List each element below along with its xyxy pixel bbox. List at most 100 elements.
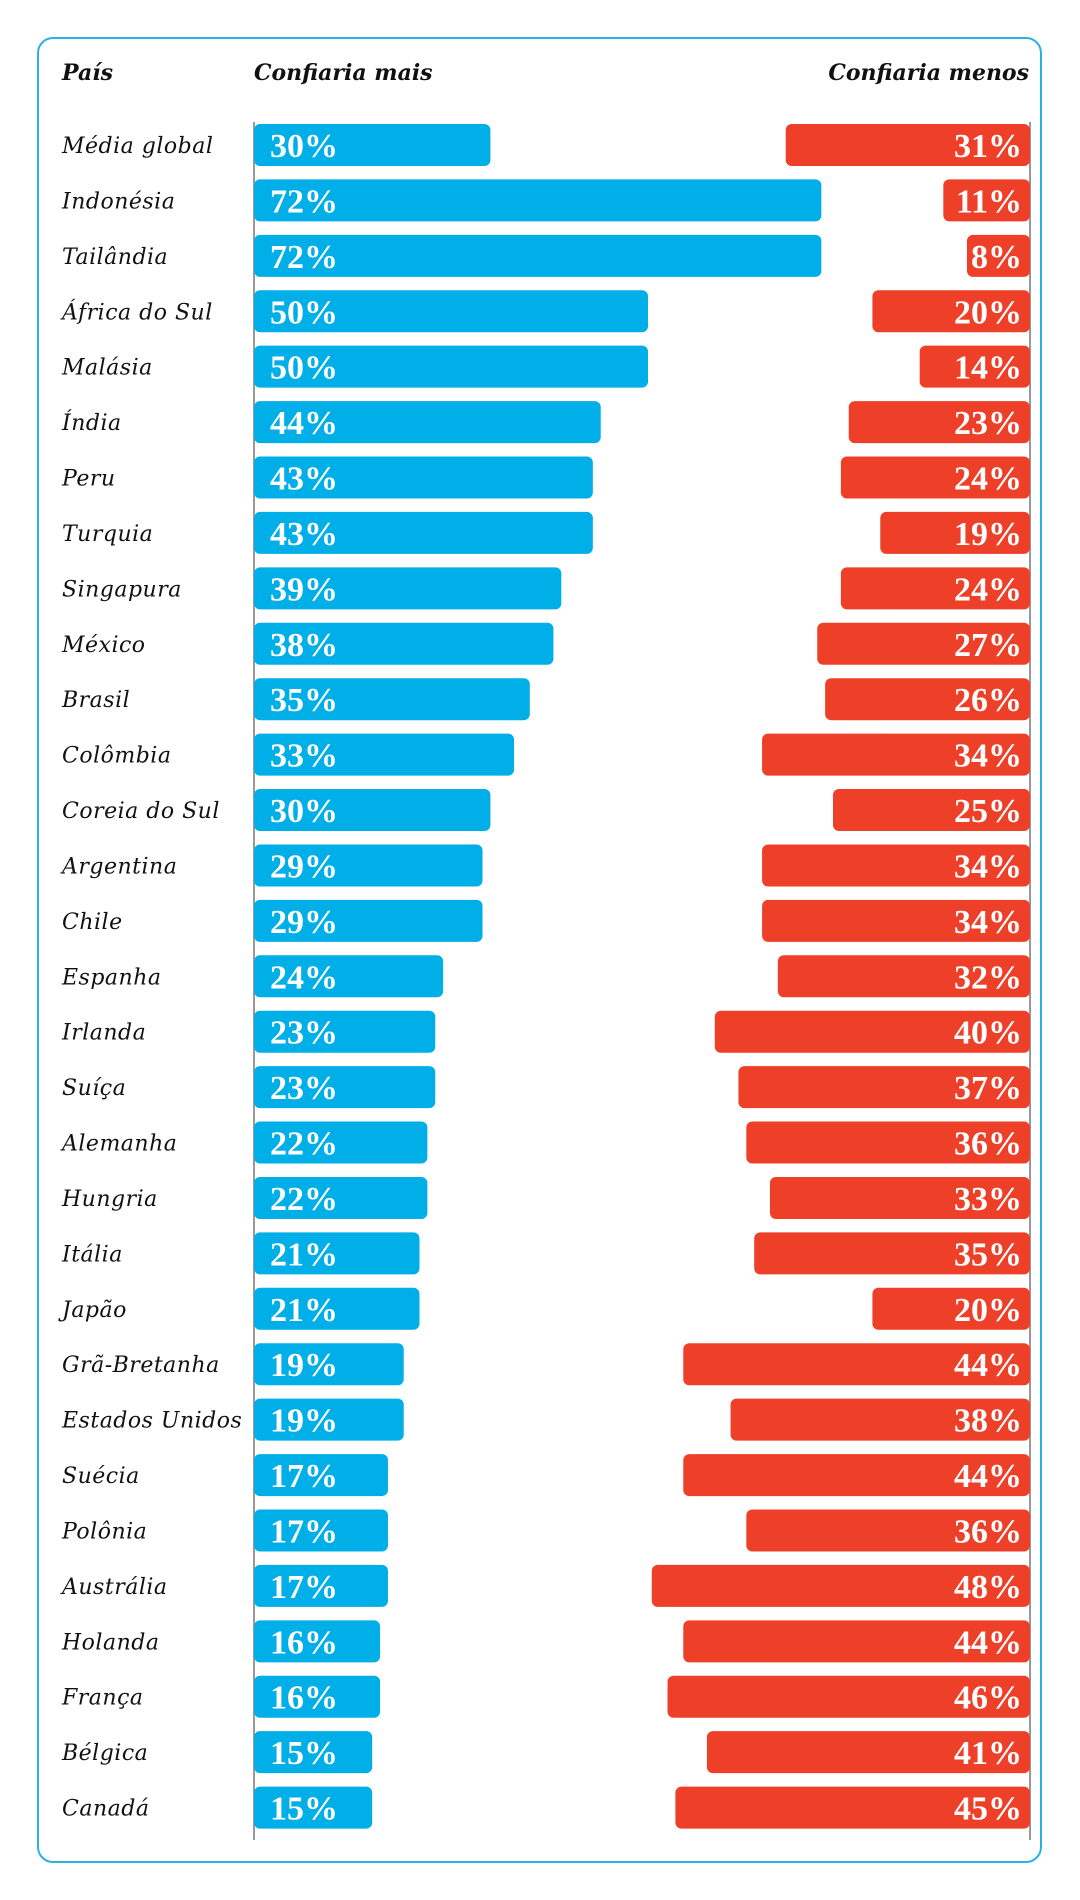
- value-label-trust-more: 15%: [270, 1791, 338, 1828]
- bar-trust-less: [714, 1010, 1030, 1053]
- bar-trust-more: [254, 789, 491, 832]
- value-label-trust-less: 26%: [954, 682, 1022, 719]
- country-label: Estados Unidos: [61, 1409, 242, 1434]
- value-label-trust-less: 23%: [954, 405, 1022, 442]
- country-label: Tailândia: [62, 245, 168, 270]
- value-label-trust-more: 29%: [270, 848, 338, 885]
- value-label-trust-less: 24%: [954, 461, 1022, 498]
- header-country: País: [61, 60, 113, 86]
- country-label: Média global: [61, 134, 213, 159]
- value-label-trust-less: 36%: [954, 1126, 1022, 1163]
- value-label-trust-less: 44%: [954, 1458, 1022, 1495]
- country-label: Canadá: [62, 1797, 149, 1822]
- value-label-trust-more: 29%: [270, 904, 338, 941]
- bar-trust-more: [254, 1509, 388, 1552]
- value-label-trust-less: 32%: [954, 959, 1022, 996]
- bar-trust-less: [683, 1343, 1030, 1386]
- country-label: Malásia: [61, 356, 153, 381]
- value-label-trust-more: 30%: [270, 793, 338, 830]
- bar-trust-less: [730, 1398, 1030, 1441]
- bar-trust-less: [675, 1786, 1030, 1829]
- bar-trust-more: [254, 1343, 404, 1386]
- country-label: Itália: [61, 1242, 123, 1267]
- bar-trust-less: [872, 290, 1030, 333]
- value-label-trust-more: 39%: [270, 571, 338, 608]
- bar-trust-less: [667, 1675, 1030, 1718]
- bar-trust-more: [254, 955, 444, 998]
- value-label-trust-more: 17%: [270, 1513, 338, 1550]
- country-label: Suécia: [62, 1464, 140, 1489]
- bar-trust-less: [833, 789, 1030, 832]
- value-label-trust-more: 22%: [270, 1126, 338, 1163]
- bar-trust-less: [872, 1287, 1030, 1330]
- country-label: Holanda: [61, 1630, 159, 1655]
- bar-trust-more: [254, 1731, 373, 1774]
- bar-trust-less: [848, 401, 1030, 444]
- country-label: África do Sul: [60, 298, 213, 325]
- value-label-trust-more: 16%: [270, 1624, 338, 1661]
- country-label: Alemanha: [60, 1132, 177, 1157]
- value-label-trust-more: 16%: [270, 1680, 338, 1717]
- bar-trust-more: [254, 1454, 388, 1497]
- bar-trust-more: [254, 678, 530, 721]
- bar-trust-less: [966, 234, 1030, 277]
- value-label-trust-less: 44%: [954, 1347, 1022, 1384]
- bar-trust-less: [919, 345, 1030, 388]
- value-label-trust-less: 36%: [954, 1513, 1022, 1550]
- value-label-trust-more: 50%: [270, 294, 338, 331]
- value-label-trust-less: 38%: [954, 1403, 1022, 1440]
- bar-trust-less: [762, 844, 1030, 887]
- bar-trust-more: [254, 1398, 404, 1441]
- value-label-trust-less: 35%: [954, 1236, 1022, 1273]
- country-label: Polônia: [61, 1519, 147, 1544]
- bar-trust-more: [254, 567, 562, 610]
- bar-trust-less: [943, 179, 1030, 222]
- value-label-trust-less: 46%: [954, 1680, 1022, 1717]
- value-label-trust-less: 33%: [954, 1181, 1022, 1218]
- country-label: Turquia: [62, 522, 153, 547]
- value-label-trust-more: 43%: [270, 516, 338, 553]
- bar-trust-less: [840, 456, 1030, 499]
- bar-trust-more: [254, 234, 822, 277]
- value-label-trust-less: 34%: [954, 904, 1022, 941]
- value-label-trust-more: 72%: [270, 183, 338, 220]
- country-label: Índia: [61, 409, 122, 436]
- chart-frame: [37, 37, 1042, 1863]
- country-label: México: [61, 633, 146, 658]
- bar-trust-more: [254, 733, 515, 776]
- value-label-trust-more: 24%: [270, 959, 338, 996]
- bar-trust-more: [254, 511, 593, 554]
- country-label: Coreia do Sul: [62, 799, 220, 824]
- value-label-trust-less: 20%: [954, 294, 1022, 331]
- bar-trust-less: [738, 1066, 1030, 1109]
- bar-trust-more: [254, 1287, 420, 1330]
- country-label: Grã-Bretanha: [62, 1353, 220, 1378]
- value-label-trust-more: 19%: [270, 1347, 338, 1384]
- value-label-trust-more: 23%: [270, 1015, 338, 1052]
- value-label-trust-more: 72%: [270, 239, 338, 276]
- value-label-trust-more: 30%: [270, 128, 338, 165]
- bar-trust-more: [254, 899, 483, 942]
- bar-trust-less: [825, 678, 1030, 721]
- bar-trust-more: [254, 1176, 428, 1219]
- bar-trust-more: [254, 1675, 381, 1718]
- value-label-trust-more: 21%: [270, 1292, 338, 1329]
- bar-trust-more: [254, 290, 648, 333]
- value-label-trust-less: 44%: [954, 1624, 1022, 1661]
- value-label-trust-more: 22%: [270, 1181, 338, 1218]
- country-label: Indonésia: [61, 189, 175, 214]
- value-label-trust-more: 21%: [270, 1236, 338, 1273]
- country-label: Singapura: [62, 577, 182, 602]
- value-label-trust-more: 44%: [270, 405, 338, 442]
- country-label: Bélgica: [61, 1741, 148, 1766]
- bar-trust-less: [769, 1176, 1030, 1219]
- bar-trust-more: [254, 401, 601, 444]
- country-label: Peru: [61, 467, 116, 492]
- value-label-trust-more: 17%: [270, 1569, 338, 1606]
- bar-trust-more: [254, 1066, 436, 1109]
- bar-trust-less: [746, 1509, 1030, 1552]
- value-label-trust-less: 34%: [954, 738, 1022, 775]
- bar-trust-less: [754, 1232, 1030, 1275]
- value-label-trust-more: 17%: [270, 1458, 338, 1495]
